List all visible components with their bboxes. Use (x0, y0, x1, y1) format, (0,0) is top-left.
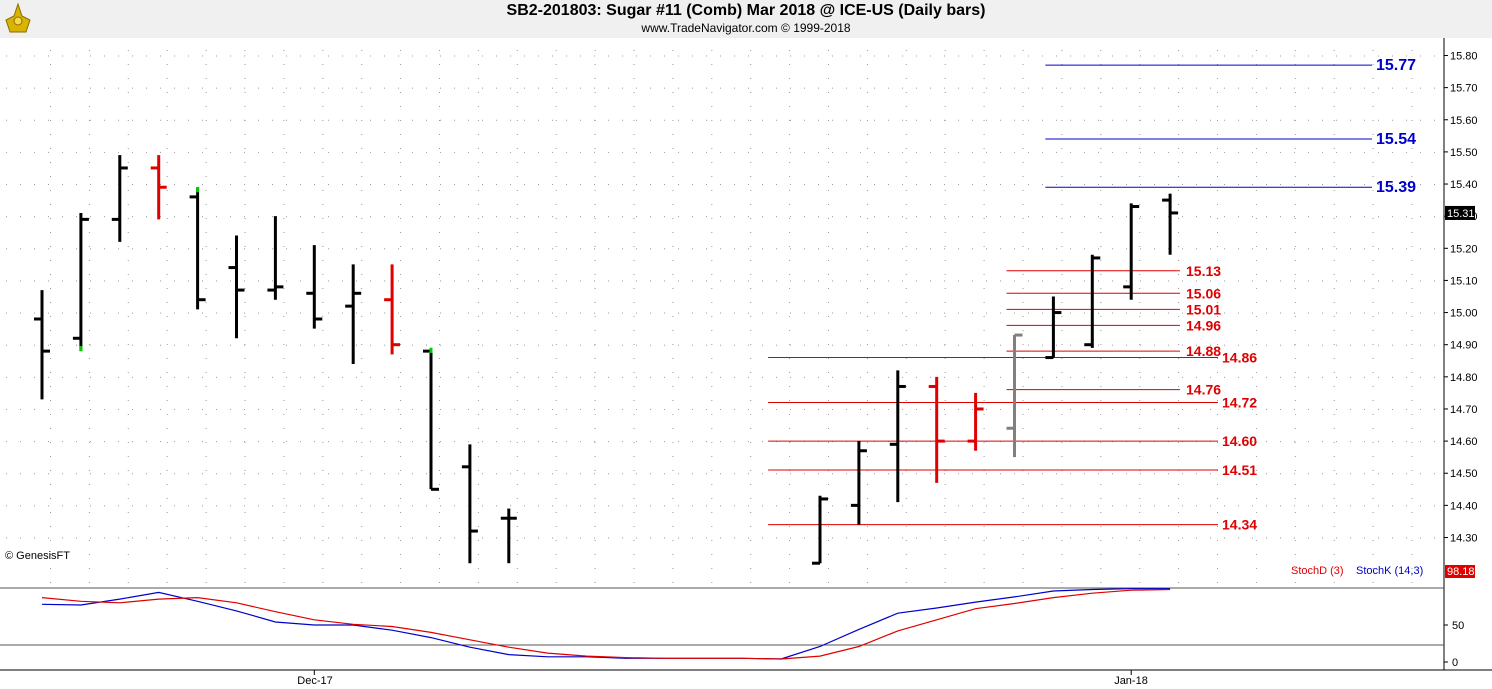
chart-header: SB2-201803: Sugar #11 (Comb) Mar 2018 @ … (0, 0, 1492, 38)
ohlc-bar (1045, 296, 1062, 360)
trade-navigator-logo-icon (5, 2, 31, 33)
price-tick-label: 14.60 (1450, 436, 1478, 448)
ohlc-bar (1006, 333, 1023, 458)
price-tick-label: 14.80 (1450, 372, 1478, 384)
stoch-last-label: 98.18 (1447, 566, 1475, 578)
ohlc-bar (1123, 203, 1140, 300)
chart-subtitle: www.TradeNavigator.com © 1999-2018 (641, 21, 851, 35)
ohlc-bar (1084, 254, 1101, 348)
price-tick-label: 15.60 (1450, 115, 1478, 127)
price-tick-label: 15.00 (1450, 308, 1478, 320)
level-label: 14.96 (1186, 317, 1221, 333)
level-label: 14.60 (1222, 433, 1257, 449)
price-tick-label: 15.40 (1450, 179, 1478, 191)
ohlc-bar (189, 187, 206, 310)
ohlc-bar (306, 245, 323, 329)
grid-dots (6, 50, 1435, 583)
price-tick-label: 15.80 (1450, 51, 1478, 63)
ohlc-bar (111, 155, 128, 242)
ohlc-bar (889, 370, 906, 503)
stoch-series-line (41, 588, 1171, 660)
price-axis-background (1444, 38, 1492, 670)
stochk-legend: StochK (14,3) (1356, 565, 1423, 577)
ohlc-bar (1162, 193, 1179, 255)
level-label: 14.86 (1222, 350, 1257, 366)
plot-background (0, 38, 1444, 670)
level-label: 15.01 (1186, 301, 1221, 317)
ohlc-bar (267, 216, 284, 300)
ohlc-bar (850, 441, 867, 525)
ohlc-bar (228, 235, 245, 339)
date-axis-background (0, 670, 1492, 689)
level-label: 15.13 (1186, 263, 1221, 279)
last-price-label: 15.31 (1447, 208, 1475, 220)
price-tick-label: 14.70 (1450, 404, 1478, 416)
stoch-last-badge (1445, 565, 1475, 578)
price-tick-label: 14.30 (1450, 533, 1478, 545)
ohlc-bar (928, 376, 945, 483)
ohlc-bar (967, 392, 984, 451)
level-label: 15.54 (1376, 131, 1416, 148)
chart-title: SB2-201803: Sugar #11 (Comb) Mar 2018 @ … (506, 2, 986, 19)
bar-marker (79, 346, 83, 352)
stochastic-indicator: 50 0 StochD (3) StochK (14,3) 98.18 (41, 565, 1475, 669)
bar-marker (196, 187, 200, 193)
price-tick-label: 15.10 (1450, 275, 1478, 287)
date-tick-label: Dec-17 (297, 675, 332, 687)
level-label: 14.51 (1222, 462, 1257, 478)
ohlc-bar (500, 508, 517, 564)
ohlc-bar (345, 264, 362, 364)
ohlc-bar (461, 444, 478, 564)
price-tick-label: 15.20 (1450, 243, 1478, 255)
date-axis: Dec-17 Jan-18 (297, 670, 1148, 687)
stoch-series-line (41, 588, 1171, 660)
level-label: 14.88 (1186, 343, 1221, 359)
price-tick-label: 15.70 (1450, 83, 1478, 95)
ohlc-bar (384, 264, 401, 355)
last-price-badge (1445, 205, 1475, 220)
watermark: © GenesisFT (5, 550, 70, 562)
price-tick-label: 15.50 (1450, 147, 1478, 159)
level-label: 15.39 (1376, 179, 1416, 196)
level-label: 14.72 (1222, 395, 1257, 411)
price-tick-label: 14.40 (1450, 500, 1478, 512)
level-label: 14.76 (1186, 382, 1221, 398)
ohlc-bar (34, 290, 50, 400)
date-tick-label: Jan-18 (1114, 675, 1148, 687)
price-axis: 15.8015.7015.6015.5015.4015.3015.2015.10… (1444, 51, 1478, 545)
price-tick-label: 14.50 (1450, 468, 1478, 480)
stochd-legend: StochD (3) (1291, 565, 1344, 577)
ohlc-bars (34, 155, 1179, 565)
level-label: 14.34 (1222, 517, 1257, 533)
ohlc-bar (812, 495, 828, 565)
bar-marker (429, 347, 433, 353)
price-tick-label: 14.90 (1450, 340, 1478, 352)
ohlc-bar (150, 155, 167, 220)
ohlc-bar (72, 212, 89, 352)
ohlc-bar (423, 347, 439, 491)
level-label: 15.77 (1376, 57, 1416, 74)
level-label: 15.06 (1186, 285, 1221, 301)
stoch-tick-label: 0 (1452, 657, 1458, 669)
stoch-tick-label: 50 (1452, 620, 1464, 632)
